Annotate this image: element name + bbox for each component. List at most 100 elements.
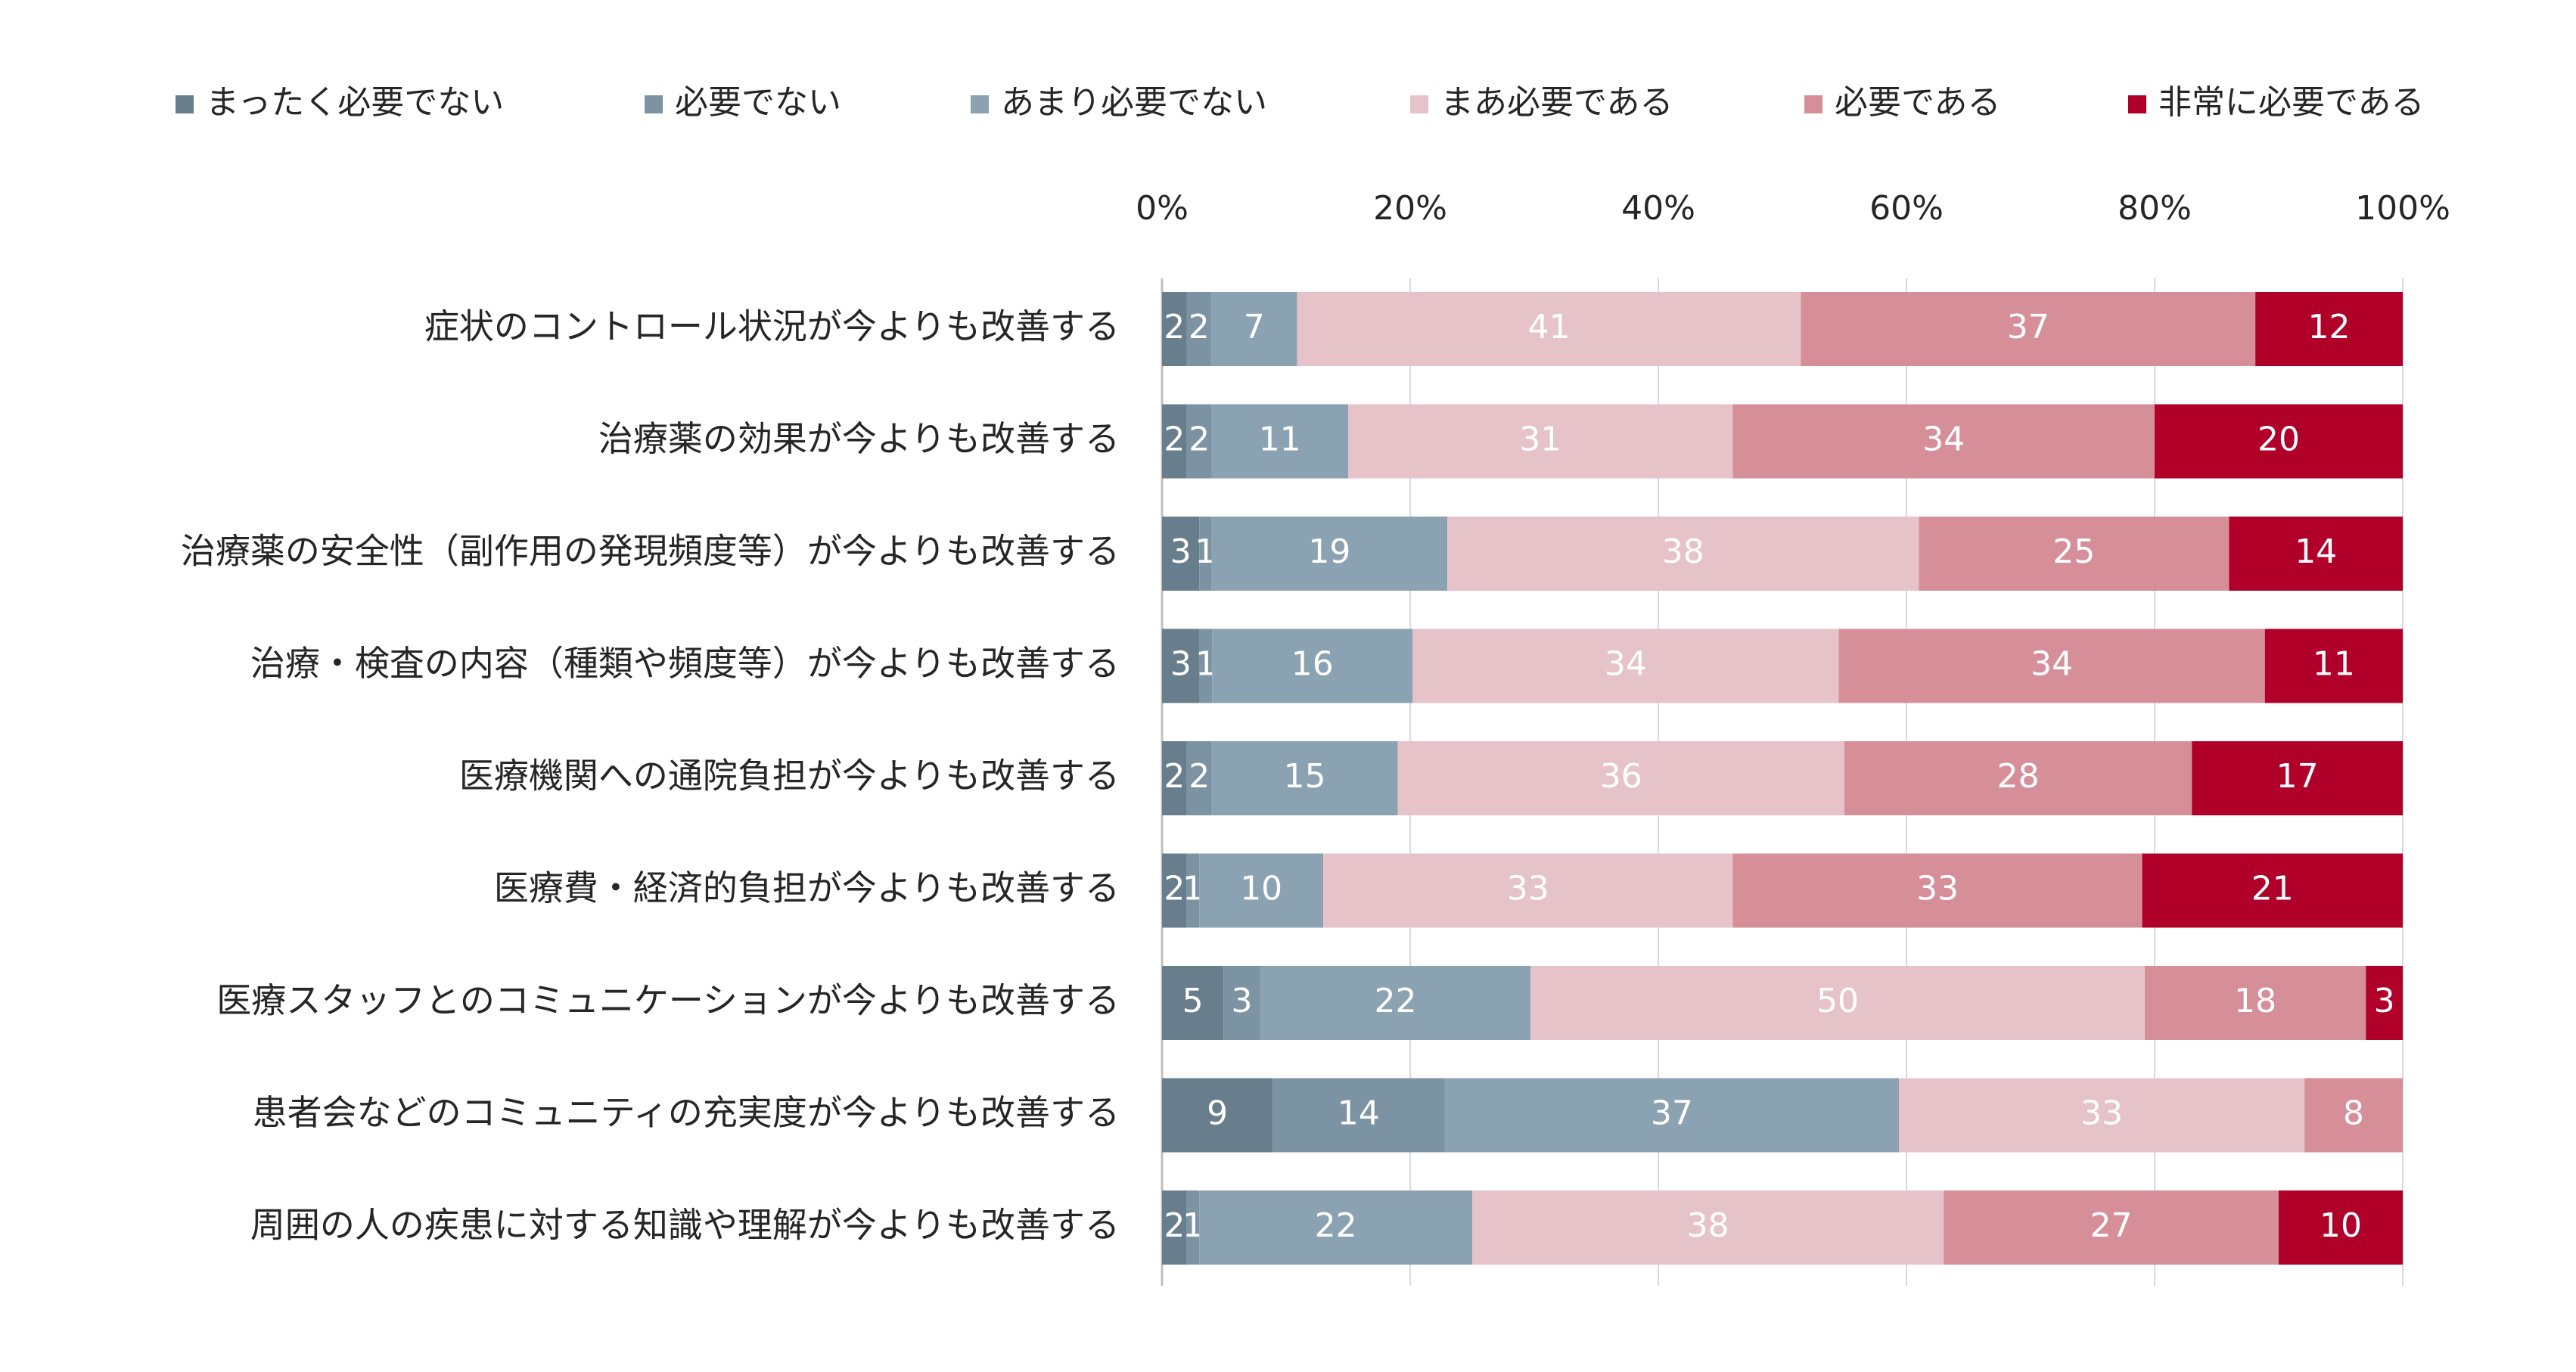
data-label: 38 <box>1662 532 1704 571</box>
bar-segment <box>1162 404 1187 479</box>
bar-segment <box>2145 966 2366 1040</box>
data-label: 50 <box>1816 982 1859 1020</box>
category-label: 医療スタッフとのコミュニケーションが今よりも改善する <box>216 980 1120 1021</box>
category-label: 患者会などのコミュニティの充実度が今よりも改善する <box>253 1092 1120 1133</box>
bar-segment <box>1447 517 1919 591</box>
data-label: 2 <box>1164 421 1185 459</box>
data-label: 21 <box>2251 870 2294 908</box>
data-label: 25 <box>2052 532 2095 571</box>
bar-segment <box>1199 1190 1472 1265</box>
data-label: 10 <box>1240 870 1282 908</box>
x-tick-label: 20% <box>1373 189 1447 228</box>
bar-segment <box>1162 1190 1187 1265</box>
bar-segment <box>2366 966 2403 1040</box>
data-label: 27 <box>2090 1206 2133 1245</box>
data-label: 2 <box>1164 1206 1185 1245</box>
bar-segment <box>1323 853 1733 928</box>
data-label: 3 <box>1170 532 1192 571</box>
bar-segment <box>1162 966 1224 1040</box>
data-label: 14 <box>2295 532 2337 571</box>
data-label: 41 <box>1527 308 1570 346</box>
data-label: 15 <box>1284 757 1326 796</box>
bar-segment <box>2304 1078 2403 1153</box>
bar-segment <box>1162 292 1187 366</box>
data-label: 14 <box>1338 1094 1380 1133</box>
data-label: 3 <box>2374 982 2395 1020</box>
bar-segment <box>1186 1190 1200 1265</box>
legend-swatch <box>1410 95 1428 113</box>
bar-segment <box>1210 292 1297 366</box>
data-label: 9 <box>1207 1094 1228 1133</box>
data-label: 22 <box>1375 982 1417 1020</box>
data-label: 33 <box>1507 870 1549 908</box>
bar-segment <box>1844 741 2192 815</box>
category-label: 治療薬の安全性（副作用の発現頻度等）が今よりも改善する <box>181 531 1120 572</box>
bar-segment <box>1212 629 1413 703</box>
legend-swatch <box>645 95 663 113</box>
bar-segment <box>1944 1190 2279 1265</box>
bar-segment <box>2192 741 2403 815</box>
data-label: 2 <box>1189 308 1210 346</box>
bar-segment <box>1444 1078 1900 1153</box>
bar-segment <box>1211 741 1398 815</box>
bar-segment <box>1530 966 2146 1040</box>
bar-segment <box>1162 517 1200 591</box>
bar-segment <box>1162 1078 1273 1153</box>
data-label: 20 <box>2257 421 2300 459</box>
data-label: 37 <box>1651 1094 1693 1133</box>
bar-segment <box>2155 404 2403 479</box>
bar-segment <box>1186 853 1200 928</box>
data-label: 2 <box>1164 870 1185 908</box>
data-label: 17 <box>2276 757 2319 796</box>
bar-segment <box>1472 1190 1944 1265</box>
data-label: 22 <box>1315 1206 1357 1245</box>
bar-segment <box>2255 292 2403 366</box>
data-label: 2 <box>1189 421 1210 459</box>
bar-segment <box>1919 517 2230 591</box>
data-label: 37 <box>2007 308 2049 346</box>
data-label: 10 <box>2320 1206 2362 1245</box>
legend-swatch <box>971 95 989 113</box>
category-label: 周囲の人の疾患に対する知識や理解が今よりも改善する <box>250 1205 1120 1246</box>
legend-label: まったく必要でない <box>206 83 504 122</box>
bar-segment <box>1186 741 1212 815</box>
bar-segment <box>1211 404 1348 479</box>
bar-segment <box>1272 1078 1445 1153</box>
data-label: 34 <box>2031 645 2073 684</box>
legend-label: あまり必要でない <box>1001 83 1267 122</box>
bar-segment <box>1186 292 1211 366</box>
bar-segment <box>1186 404 1212 479</box>
bar-segment <box>1162 741 1187 815</box>
data-label: 34 <box>1922 421 1965 459</box>
bar-segment <box>1199 853 1324 928</box>
data-label: 19 <box>1308 532 1350 571</box>
data-label: 3 <box>1232 982 1253 1020</box>
bar-segment <box>1899 1078 2305 1153</box>
legend-label: 必要である <box>1835 83 2001 122</box>
x-tick-label: 0% <box>1136 189 1189 228</box>
x-tick-label: 60% <box>1869 189 1944 228</box>
data-label: 7 <box>1244 308 1265 346</box>
bar-segment <box>1260 966 1531 1040</box>
legend-label: 非常に必要である <box>2158 83 2425 122</box>
bar-segment <box>1801 292 2256 366</box>
data-label: 5 <box>1182 982 1204 1020</box>
legend-label: まあ必要である <box>1440 83 1673 122</box>
bar-segment <box>1297 292 1801 366</box>
data-label: 36 <box>1600 757 1642 796</box>
bar-segment <box>2142 853 2403 928</box>
data-label: 8 <box>2343 1094 2364 1133</box>
category-label: 治療薬の効果が今よりも改善する <box>598 418 1120 459</box>
data-label: 34 <box>1605 645 1647 684</box>
data-label: 33 <box>2080 1094 2123 1133</box>
legend-swatch <box>176 95 194 113</box>
category-label: 医療機関への通院負担が今よりも改善する <box>459 756 1120 796</box>
bar-segment <box>1199 517 1212 591</box>
data-label: 12 <box>2308 308 2351 346</box>
x-tick-label: 80% <box>2118 189 2192 228</box>
data-label: 2 <box>1164 308 1185 346</box>
x-tick-label: 100% <box>2355 189 2450 228</box>
bar-segment <box>1838 629 2265 703</box>
bar-segment <box>1348 404 1733 479</box>
